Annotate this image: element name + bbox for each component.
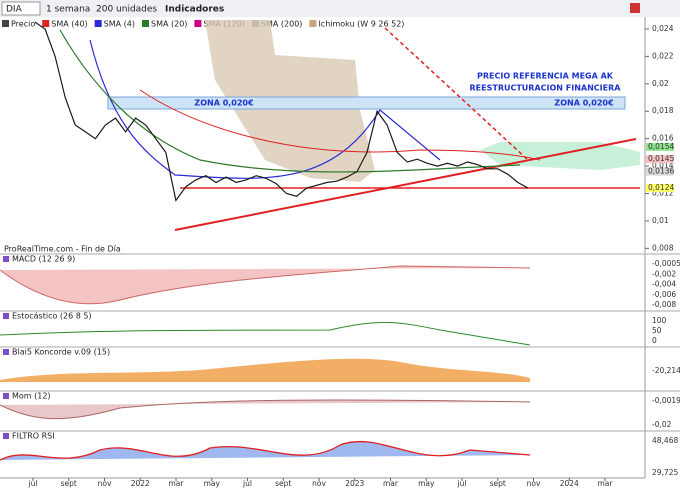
panel-axis-label: 100 (652, 316, 667, 325)
price-marker-label: 0,0154 (648, 142, 674, 151)
legend-swatch (194, 20, 202, 27)
legend-item: Precio (11, 20, 35, 29)
legend-swatch (141, 20, 149, 27)
macd (0, 265, 531, 305)
price-line (34, 21, 529, 202)
panel-axis-label: -0,0019 (652, 396, 680, 405)
symbol-box[interactable] (1, 1, 41, 16)
x-tick-label: mar (383, 479, 399, 488)
zone-label: ZONA 0,020€ (194, 99, 254, 108)
price-marker-label: 0,0124 (648, 183, 674, 192)
x-tick-label: may (204, 479, 221, 488)
x-tick-label: 2022 (131, 479, 150, 488)
units[interactable]: 200 unidades (96, 5, 157, 15)
legend-swatch (2, 20, 9, 27)
x-tick-label: 2024 (560, 479, 579, 488)
x-axis-labels: jul sept nov 2022 mar may jul sept nov 2023 mar may… (28, 478, 614, 488)
panel-title: Estocástico (26 8 5) (12, 312, 92, 321)
panel-axis-label: -0,006 (652, 290, 676, 299)
panel-axis-label: -0,008 (652, 300, 676, 309)
dashed-trend (384, 27, 529, 161)
panel-axis-label: -20,214 (652, 366, 680, 375)
y-tick-label: 0,024 (652, 24, 674, 33)
y-tick-label: 0,014 (652, 161, 674, 170)
x-tick-label: nov (312, 479, 326, 488)
panel-axis-label: 50 (652, 326, 662, 335)
panel-icon (3, 313, 9, 319)
panel-icon (3, 256, 9, 262)
panel-icon (3, 433, 9, 439)
price-marker (646, 155, 674, 164)
x-tick-label: nov (98, 479, 112, 488)
price-marker-label: 0,0145 (648, 154, 674, 163)
x-tick-label: sept (490, 479, 506, 488)
panels: MACD (12 26 9) -0,0005-0,002-0,004-0,006-… (0, 253, 680, 477)
momentum (0, 399, 531, 420)
y-tick-label: 0,016 (652, 134, 674, 143)
x-tick-label: may (418, 479, 435, 488)
sma-20 (59, 29, 521, 173)
x-tick-label: sept (61, 479, 77, 488)
sma-4 (89, 39, 441, 179)
panel-axis-label: -0,004 (652, 280, 676, 289)
panel-axis-label: 0 (652, 336, 657, 345)
legend-item: SMA (20) (151, 20, 187, 29)
koncorde (0, 358, 530, 382)
y-tick-label: 0,01 (652, 216, 669, 225)
x-tick-label: nov (527, 479, 541, 488)
legend-swatch (94, 20, 102, 27)
annotation: REESTRUCTURACION FINANCIERA (470, 84, 622, 93)
panel-axis-label: 29,725 (652, 468, 678, 477)
x-tick-label: jul (28, 479, 38, 488)
legend-item: SMA (40) (51, 20, 87, 29)
price-zone (107, 96, 626, 110)
y-tick-label: 0,008 (652, 243, 674, 252)
price-marker (646, 142, 674, 151)
y-tick-label: 0,018 (652, 106, 674, 115)
panel-title: MACD (12 26 9) (12, 255, 75, 264)
y-tick-label: 0,02 (652, 79, 669, 88)
panel-axis-label: -0,02 (652, 420, 672, 429)
x-tick-label: mar (169, 479, 185, 488)
annotation: PRECIO REFERENCIA MEGA AK (477, 72, 614, 81)
symbol[interactable]: DIA (6, 5, 23, 15)
panel-axis-label: -0,0005 (652, 259, 680, 268)
y-tick-label: 0,012 (652, 189, 674, 198)
price-marker (646, 167, 674, 176)
price-marker (646, 184, 674, 193)
stochastic (0, 321, 531, 346)
price-marker-label: 0,0136 (648, 167, 674, 176)
trend-line (174, 138, 637, 231)
panel-icon (3, 393, 9, 399)
x-tick-label: 2023 (345, 479, 364, 488)
x-tick-label: jul (457, 479, 467, 488)
toolbar (0, 0, 680, 17)
x-tick-label: mar (598, 479, 614, 488)
legend-item: SMA (4) (104, 20, 135, 29)
rsi (0, 440, 531, 461)
x-tick-label: sept (275, 479, 291, 488)
panel-title: Blai5 Koncorde v.09 (15) (12, 348, 110, 357)
legend-item: Ichimoku (W 9 26 52) (318, 20, 404, 29)
period[interactable]: 1 semana (46, 5, 90, 15)
sma-40 (139, 89, 541, 161)
ichimoku-cloud-2 (480, 142, 640, 170)
indicators[interactable]: Indicadores (165, 5, 224, 15)
zone-label: ZONA 0,020€ (554, 99, 614, 108)
source: ProRealTime.com - Fin de Día (4, 245, 121, 254)
legend-item: SMA (200) (261, 20, 303, 29)
legend-swatch (42, 20, 50, 27)
panel-title: FILTRO RSI (12, 432, 55, 441)
y-tick-label: 0,022 (652, 51, 674, 60)
icon[interactable] (630, 3, 640, 13)
panel-icon (3, 349, 9, 355)
x-tick-label: jul (242, 479, 252, 488)
panel-axis-label: -0,002 (652, 269, 676, 278)
panel-axis-label: 48,468 (652, 436, 678, 445)
panel-title: Mom (12) (12, 392, 51, 401)
legend-swatch (309, 20, 317, 27)
